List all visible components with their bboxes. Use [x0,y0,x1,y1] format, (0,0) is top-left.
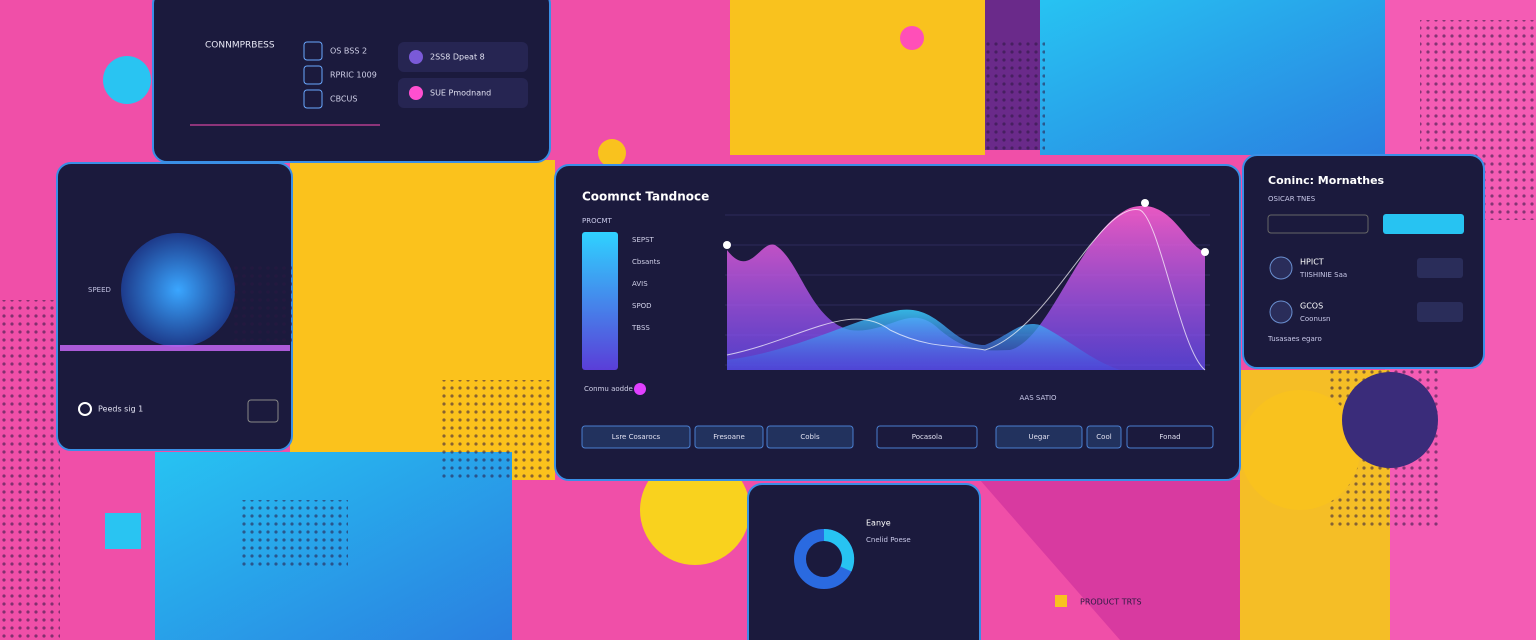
button[interactable] [398,78,528,108]
highlight [1141,199,1149,207]
button[interactable] [247,399,279,423]
label: Cool [1096,433,1111,441]
label: Peeds sig 1 [98,405,143,414]
label: Eanye [866,519,891,528]
label: Coomnct Tandnoce [582,190,709,204]
label: CONNMPRBESS [205,41,275,51]
legend-dot [634,383,646,395]
bg-circle [103,56,151,104]
bg-block [440,380,550,480]
label: CBCUS [330,95,357,104]
donut-slice [823,528,855,572]
bg-block [985,40,1045,150]
bg-circle [900,26,924,50]
label: SUE Pmodnand [430,89,491,98]
item-icon [303,41,323,61]
label: OSICAR TNES [1268,195,1316,203]
row-icon [1269,300,1293,324]
glow [60,345,290,351]
label: AVIS [632,280,648,288]
label: HPICT [1300,258,1324,267]
button[interactable] [694,425,764,449]
label: Fonad [1159,433,1180,441]
area [727,309,1120,370]
button[interactable] [995,425,1083,449]
button[interactable] [1126,425,1214,449]
label: Cobls [800,433,820,441]
button[interactable] [398,42,528,72]
row-control [1417,302,1463,322]
button[interactable] [1267,214,1369,234]
bg-circle [1342,372,1438,468]
label: SEPST [632,236,655,244]
grid-art [238,500,348,570]
label: SPOD [632,302,652,310]
bg-block [730,0,985,155]
label: PROCMT [582,217,613,225]
label: PRODUCT TRTS [1080,598,1142,607]
button-dot [409,86,423,100]
label: Coonusn [1300,315,1330,323]
bg-square [105,513,141,549]
panel [152,0,551,163]
label: Cnelid Poese [866,536,911,544]
label: RPRIC 1009 [330,71,377,80]
legend-bar [582,232,618,370]
highlight [723,241,731,249]
label: Coninc: Mornathes [1268,174,1385,187]
label: Tusasaes egaro [1267,335,1322,343]
bg-block [0,300,60,640]
label: Cbsants [632,258,660,266]
item-icon [303,65,323,85]
label: AAS SATIO [1019,394,1057,402]
bg-circle [1240,390,1360,510]
label: Uegar [1028,433,1049,441]
row-control [1417,258,1463,278]
label: Fresoane [713,433,745,441]
line [726,209,1206,371]
bg-block [1040,0,1385,155]
bg-circle [598,139,626,167]
badge [1055,595,1067,607]
button[interactable] [876,425,978,449]
bg-circle [640,455,750,565]
label: OS BSS 2 [330,47,367,56]
button[interactable] [1086,425,1122,449]
button[interactable] [766,425,854,449]
label: GCOS [1300,302,1323,311]
label: TBSS [631,324,650,332]
bg-shape [980,480,1240,640]
label: Lsre Cosarocs [612,433,661,441]
button-dot [409,50,423,64]
label: SPEED [88,286,111,294]
button[interactable] [581,425,691,449]
label: Conmu aodde [584,385,633,393]
button[interactable] [1383,214,1464,234]
label: Pocasola [912,433,943,441]
highlight [1201,248,1209,256]
label: 2SS8 Dpeat 8 [430,53,485,62]
panel [747,483,981,640]
item-icon [303,89,323,109]
row-icon [1269,256,1293,280]
area [727,205,1205,370]
orb [121,233,235,347]
icon [78,402,92,416]
dot-art [232,262,292,342]
label: TIISHINIE Saa [1299,271,1347,279]
